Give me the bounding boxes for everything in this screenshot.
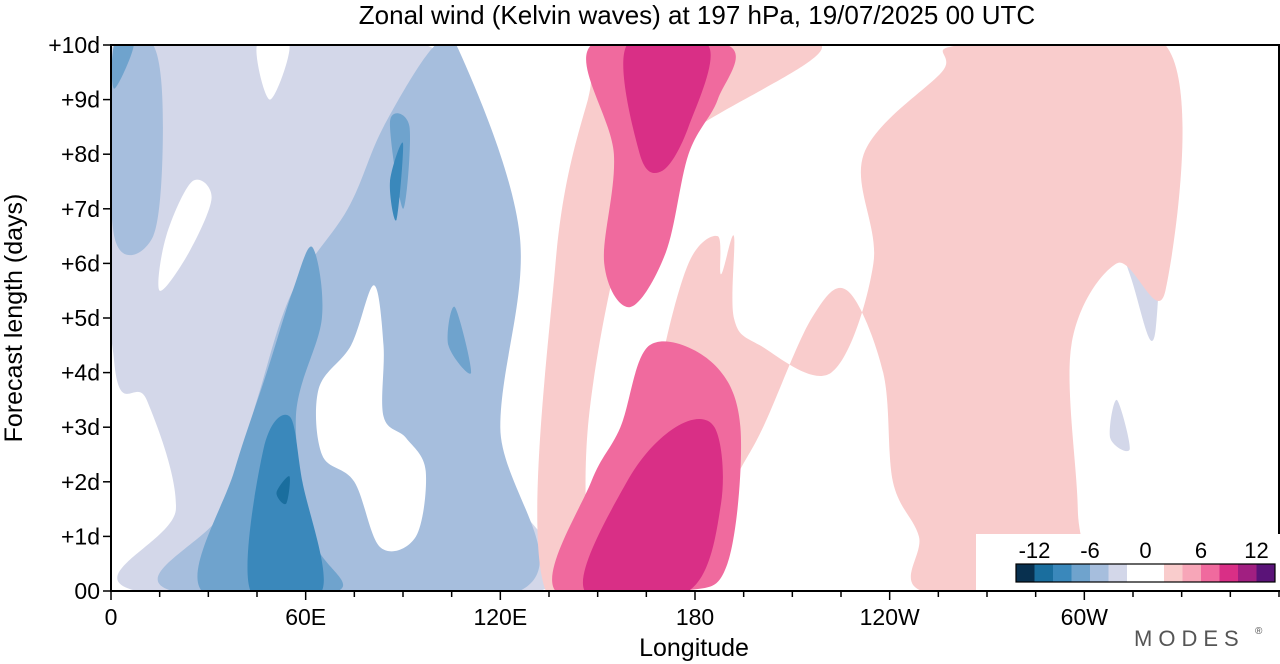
y-tick-label: +3d [61, 414, 100, 440]
colorbar: -12 -6 0 6 12 [976, 534, 1280, 590]
brand-logo: MODES ® [1134, 626, 1263, 651]
colorbar-swatch [1071, 564, 1091, 582]
colorbar-swatch [1182, 564, 1202, 582]
y-tick-label: +8d [61, 141, 100, 167]
contour-region-21 [586, 45, 736, 308]
contour-region-10 [447, 306, 472, 374]
x-tick-label: 60E [285, 604, 326, 630]
colorbar-swatch [1164, 564, 1183, 582]
y-tick-label: 00 [74, 578, 100, 604]
x-axis: 0 60E 120E 180 120W 60W [105, 591, 1280, 630]
y-tick-label: +4d [61, 360, 100, 386]
colorbar-label: -6 [1080, 538, 1100, 563]
colorbar-swatch [1034, 564, 1054, 582]
colorbar-swatch [1219, 564, 1239, 582]
contour-region-17 [158, 179, 212, 291]
colorbar-swatch [1256, 564, 1276, 582]
y-tick-label: +2d [61, 469, 100, 495]
x-tick-label: 120W [860, 604, 920, 630]
contour-region-15 [276, 476, 290, 505]
y-tick-label: +5d [61, 305, 100, 331]
x-tick-label: 0 [105, 604, 118, 630]
y-tick-label: +10d [48, 32, 100, 58]
colorbar-swatch [1053, 564, 1072, 582]
contour-region-22 [583, 419, 723, 591]
colorbar-label: -12 [1019, 538, 1051, 563]
contour-region-18 [256, 45, 290, 100]
contour-region-16 [315, 285, 427, 552]
colorbar-frame [1015, 563, 1276, 583]
colorbar-label: 6 [1195, 538, 1207, 563]
colorbar-swatch [1201, 564, 1220, 582]
y-axis-label: Forecast length (days) [0, 194, 28, 443]
contour-region-14 [389, 142, 404, 221]
colorbar-swatch [1016, 564, 1035, 582]
x-tick-label: 60W [1061, 604, 1109, 630]
brand-text: MODES [1134, 626, 1245, 651]
y-axis: 00 +1d +2d +3d +4d +5d +6d +7d +8d +9d +10d [48, 32, 111, 604]
contour-region-2 [1109, 399, 1130, 452]
y-tick-label: +1d [61, 523, 100, 549]
colorbar-swatch [1238, 564, 1257, 582]
colorbar-swatch [1108, 564, 1128, 582]
contour-region-11 [111, 45, 134, 89]
chart-title: Zonal wind (Kelvin waves) at 197 hPa, 19… [359, 0, 1035, 30]
colorbar-swatch [1127, 564, 1165, 582]
colorbar-label: 12 [1244, 538, 1268, 563]
contour-fields [111, 45, 1183, 591]
x-tick-label: 120E [473, 604, 527, 630]
brand-mark: ® [1255, 626, 1263, 637]
y-tick-label: +9d [61, 87, 100, 113]
y-tick-label: +6d [61, 250, 100, 276]
colorbar-label: 0 [1139, 538, 1151, 563]
y-tick-label: +7d [61, 196, 100, 222]
x-tick-label: 180 [676, 604, 714, 630]
x-axis-label: Longitude [639, 634, 749, 662]
contour-region-8 [197, 246, 344, 591]
contour-region-5 [111, 45, 163, 256]
colorbar-swatch [1090, 564, 1109, 582]
contour-region-23 [623, 45, 711, 173]
